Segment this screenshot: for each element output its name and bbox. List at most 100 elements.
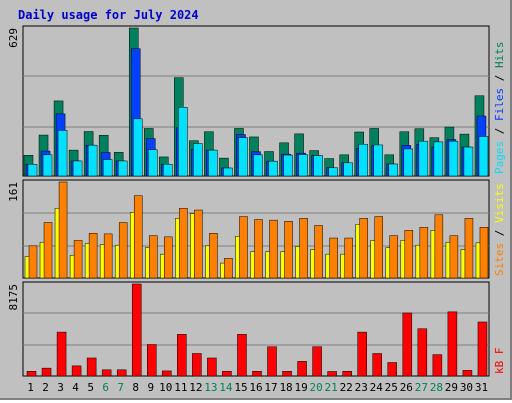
bar-sites-day-7 xyxy=(118,222,128,279)
bar-pages-day-21 xyxy=(328,167,338,177)
bar-pages-day-25 xyxy=(388,163,399,177)
bar-pages-day-14 xyxy=(223,167,233,177)
bar-sites-day-31 xyxy=(479,227,489,279)
x-tick-day-10: 10 xyxy=(159,381,172,394)
x-tick-day-25: 25 xyxy=(385,381,398,394)
bar-pages-day-31 xyxy=(478,136,489,177)
x-tick-day-24: 24 xyxy=(370,381,384,394)
x-tick-day-31: 31 xyxy=(475,381,488,394)
bar-pages-day-17 xyxy=(268,160,278,177)
bar-kbytes-day-18 xyxy=(282,371,292,377)
y-max-label-3: 8175 xyxy=(7,284,20,311)
bar-pages-day-29 xyxy=(448,140,459,177)
bar-kbytes-day-30 xyxy=(462,370,473,377)
bar-kbytes-day-29 xyxy=(447,311,458,377)
bar-kbytes-day-3 xyxy=(56,331,67,377)
bar-pages-day-27 xyxy=(418,140,429,177)
legend-hits-files-pages-separator-2: / xyxy=(493,68,506,88)
bar-sites-day-30 xyxy=(464,218,474,279)
bar-sites-day-13 xyxy=(209,233,218,279)
bar-pages-day-28 xyxy=(433,141,444,177)
bar-kbytes-day-27 xyxy=(417,328,428,377)
bar-pages-day-22 xyxy=(343,162,353,177)
x-tick-day-27: 27 xyxy=(415,381,428,394)
bar-sites-day-29 xyxy=(449,235,459,279)
x-tick-day-15: 15 xyxy=(234,381,247,394)
bar-pages-day-2 xyxy=(42,154,53,177)
x-tick-day-8: 8 xyxy=(132,381,139,394)
bar-pages-day-15 xyxy=(238,137,248,177)
bar-pages-day-4 xyxy=(72,160,83,177)
bar-sites-day-2 xyxy=(43,222,53,279)
bar-kbytes-day-23 xyxy=(357,331,367,377)
x-tick-day-23: 23 xyxy=(355,381,368,394)
x-tick-day-21: 21 xyxy=(325,381,338,394)
bar-sites-day-3 xyxy=(58,181,68,279)
bar-kbytes-day-13 xyxy=(207,357,217,377)
legend-sites-visits: Sites / Visits xyxy=(493,183,506,276)
bar-sites-day-23 xyxy=(359,218,368,279)
x-tick-day-30: 30 xyxy=(460,381,473,394)
bar-sites-day-17 xyxy=(269,219,278,279)
bar-pages-day-11 xyxy=(178,107,188,177)
bar-sites-day-28 xyxy=(434,214,444,279)
x-tick-day-20: 20 xyxy=(310,381,323,394)
bar-pages-day-3 xyxy=(57,130,68,177)
bar-kbytes-day-9 xyxy=(147,344,157,377)
bar-pages-day-5 xyxy=(87,144,98,177)
x-tick-day-2: 2 xyxy=(42,381,49,394)
bar-pages-day-9 xyxy=(148,149,158,177)
y-max-label-2: 161 xyxy=(7,182,20,202)
bar-sites-day-24 xyxy=(374,216,383,279)
bar-sites-day-9 xyxy=(149,235,158,279)
bar-kbytes-day-31 xyxy=(477,321,488,377)
bar-sites-day-25 xyxy=(389,235,399,279)
bar-kbytes-day-22 xyxy=(342,371,352,377)
legend-sites-visits-visits: Visits xyxy=(493,183,506,223)
legend-hits-files-pages-files: Files xyxy=(493,88,506,121)
legend-kbytes: kB F xyxy=(493,348,506,375)
x-tick-day-12: 12 xyxy=(189,381,202,394)
bar-kbytes-day-6 xyxy=(101,369,112,377)
x-tick-day-19: 19 xyxy=(294,381,307,394)
bar-pages-day-8 xyxy=(132,118,143,177)
bar-pages-day-20 xyxy=(313,155,323,177)
bar-pages-day-19 xyxy=(298,154,308,177)
bar-pages-day-6 xyxy=(102,159,113,177)
bar-kbytes-day-28 xyxy=(432,354,443,377)
bar-sites-day-12 xyxy=(194,209,203,279)
x-tick-day-28: 28 xyxy=(430,381,443,394)
bar-kbytes-day-4 xyxy=(71,365,82,377)
x-tick-day-9: 9 xyxy=(147,381,154,394)
bar-kbytes-day-2 xyxy=(41,367,52,377)
bar-sites-day-14 xyxy=(224,258,233,279)
bar-kbytes-day-14 xyxy=(222,371,232,377)
bar-kbytes-day-26 xyxy=(402,312,413,377)
x-tick-day-3: 3 xyxy=(57,381,64,394)
bar-sites-day-4 xyxy=(73,240,83,279)
bar-sites-day-26 xyxy=(404,230,414,279)
x-tick-day-6: 6 xyxy=(102,381,109,394)
legend-sites-visits-separator-1: / xyxy=(493,223,506,243)
x-tick-day-16: 16 xyxy=(249,381,262,394)
bar-pages-day-18 xyxy=(283,154,293,177)
bar-kbytes-day-15 xyxy=(237,334,247,377)
bar-kbytes-day-11 xyxy=(177,334,187,377)
bar-sites-day-27 xyxy=(419,227,429,279)
bar-sites-day-1 xyxy=(28,245,38,279)
bar-kbytes-day-12 xyxy=(192,353,202,377)
x-tick-day-29: 29 xyxy=(445,381,458,394)
bar-kbytes-day-16 xyxy=(252,371,262,377)
bar-pages-day-1 xyxy=(27,163,38,177)
legend-hits-files-pages-pages: Pages xyxy=(493,141,506,174)
x-tick-day-7: 7 xyxy=(117,381,124,394)
bar-kbytes-day-20 xyxy=(312,346,322,377)
bar-kbytes-day-25 xyxy=(387,362,398,377)
bar-pages-day-12 xyxy=(193,143,203,177)
bar-kbytes-day-24 xyxy=(372,353,382,377)
bar-sites-day-18 xyxy=(284,221,293,279)
x-tick-day-4: 4 xyxy=(72,381,79,394)
bar-pages-day-13 xyxy=(208,149,218,177)
